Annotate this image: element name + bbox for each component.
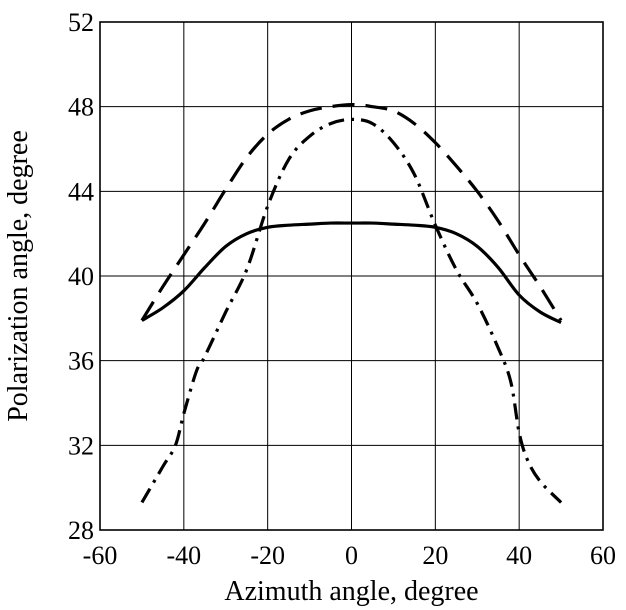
- y-tick-label: 36: [68, 347, 94, 376]
- x-tick-label: -40: [166, 541, 201, 570]
- grid: [99, 21, 604, 531]
- series-line-dash-dot: [140, 117, 563, 504]
- plot-frame: [99, 21, 604, 531]
- series-line-dashed: [140, 102, 563, 322]
- y-tick-label: 52: [68, 8, 94, 37]
- y-tick-label: 40: [68, 262, 94, 291]
- tick-labels: -60 -40 -20 0 20 40 60 28 32 36 40 44 48 52: [68, 8, 616, 570]
- x-tick-label: 20: [422, 541, 448, 570]
- x-tick-label: 0: [345, 541, 358, 570]
- x-tick-label: -60: [83, 541, 118, 570]
- y-tick-label: 44: [68, 177, 94, 206]
- x-tick-label: 40: [506, 541, 532, 570]
- x-tick-label: 60: [590, 541, 616, 570]
- y-axis-title: Polarization angle, degree: [3, 130, 34, 422]
- y-tick-label: 28: [68, 516, 94, 545]
- y-tick-label: 32: [68, 431, 94, 460]
- y-tick-label: 48: [68, 93, 94, 122]
- x-tick-label: -20: [250, 541, 285, 570]
- series-line-solid: [141, 221, 562, 325]
- x-axis-title: Azimuth angle, degree: [224, 576, 478, 607]
- series-layer: [140, 102, 563, 504]
